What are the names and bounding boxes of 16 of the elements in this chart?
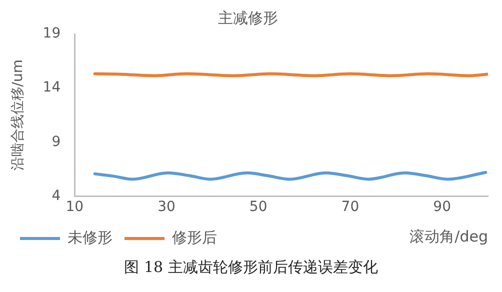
legend-label: 未修形 bbox=[68, 228, 112, 246]
x-tick-label: 90 bbox=[433, 199, 451, 216]
chart-title: 主减修形 bbox=[218, 8, 278, 27]
y-tick-label: 19 bbox=[42, 26, 61, 42]
caption: 图 18 主减齿轮修形前后传递误差变化 bbox=[123, 257, 379, 278]
line-series bbox=[93, 170, 488, 181]
y-tick-label: 14 bbox=[42, 80, 61, 96]
y-tick-label: 9 bbox=[52, 134, 61, 150]
y-tick-label: 4 bbox=[52, 188, 61, 204]
x-tick-label: 50 bbox=[249, 199, 268, 216]
x-tick-label: 70 bbox=[341, 199, 360, 216]
x-tick-label: 30 bbox=[158, 199, 176, 216]
x-tick-label: 10 bbox=[66, 199, 84, 216]
x-axis-title: 滚动角/deg bbox=[410, 227, 488, 246]
y-axis-title: 沿啮合线位移/um bbox=[10, 59, 26, 171]
legend-label: 修形后 bbox=[172, 228, 217, 246]
